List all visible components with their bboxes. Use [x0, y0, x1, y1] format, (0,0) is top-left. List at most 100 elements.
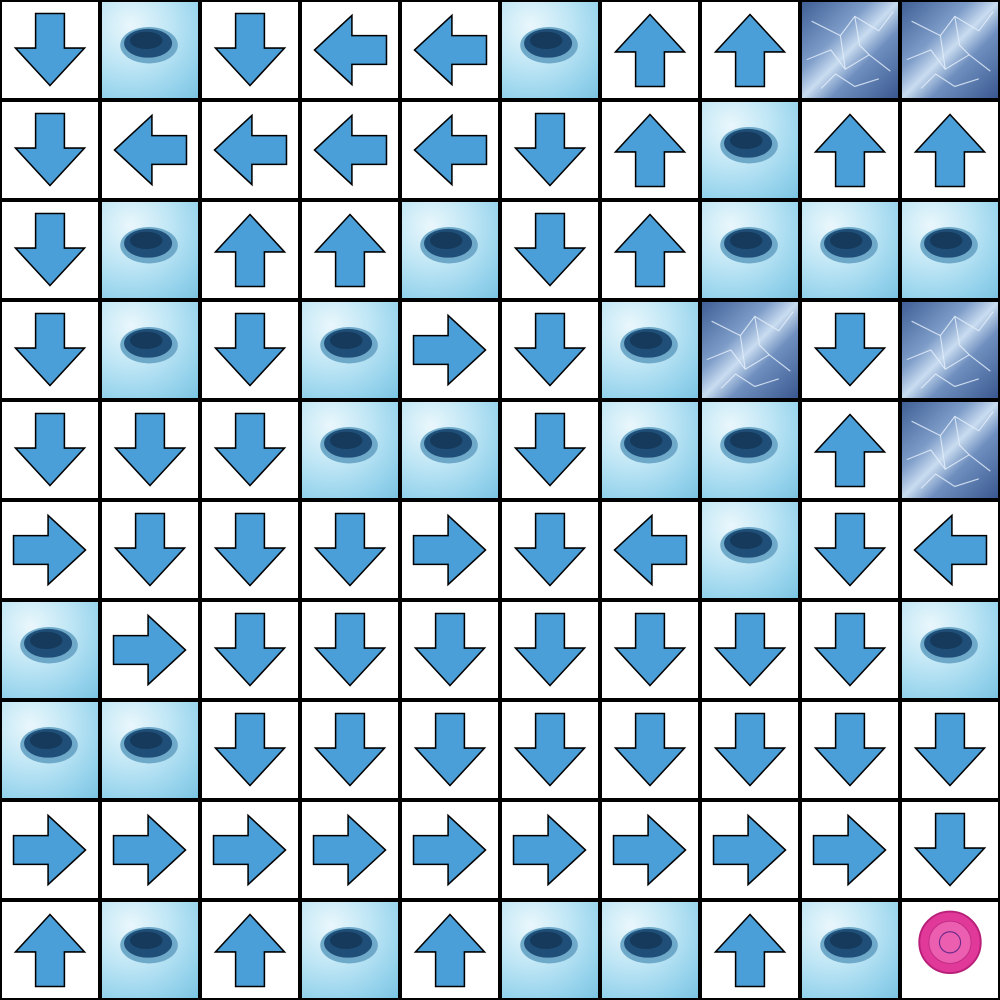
grid-cell [202, 602, 298, 698]
ice-hole-icon [120, 726, 178, 764]
grid-cell [2, 202, 98, 298]
cracked-ice-icon [906, 411, 994, 489]
grid-cell [602, 302, 698, 398]
grid-cell [102, 402, 198, 498]
grid-cell [202, 902, 298, 998]
arrow-right-icon [212, 813, 287, 887]
arrow-down-icon [613, 612, 687, 687]
grid-cell [2, 302, 98, 398]
ice-hole-icon [120, 326, 178, 364]
arrow-up-icon [213, 913, 287, 988]
grid-cell [402, 502, 498, 598]
grid-cell [902, 502, 998, 598]
grid-cell [2, 902, 98, 998]
grid-cell [802, 802, 898, 898]
ice-hole-icon [420, 226, 478, 264]
arrow-down-icon [13, 212, 87, 287]
ice-hole-icon [520, 26, 578, 64]
ice-hole-icon [120, 26, 178, 64]
arrow-down-icon [513, 312, 587, 387]
grid-cell [802, 702, 898, 798]
grid-cell [302, 102, 398, 198]
grid-cell [902, 302, 998, 398]
grid-cell [402, 602, 498, 698]
grid-cell [802, 302, 898, 398]
arrow-down-icon [613, 712, 687, 787]
arrow-right-icon [512, 813, 587, 887]
ice-hole-icon [620, 426, 678, 464]
grid-cell [902, 102, 998, 198]
arrow-down-icon [213, 512, 287, 587]
grid-cell [802, 502, 898, 598]
arrow-up-icon [413, 913, 487, 988]
arrow-up-icon [213, 213, 287, 288]
grid-cell [202, 102, 298, 198]
grid-cell [502, 302, 598, 398]
grid-cell [702, 2, 798, 98]
grid-cell [802, 602, 898, 698]
grid-cell [202, 702, 298, 798]
arrow-right-icon [412, 513, 487, 587]
goal-frisbee-icon [918, 910, 982, 974]
arrow-right-icon [312, 813, 387, 887]
ice-hole-icon [620, 326, 678, 364]
grid-cell [502, 102, 598, 198]
grid-cell [102, 302, 198, 398]
grid-cell [402, 102, 498, 198]
arrow-down-icon [213, 312, 287, 387]
arrow-down-icon [513, 212, 587, 287]
grid-cell [2, 802, 98, 898]
grid-cell [302, 702, 398, 798]
arrow-left-icon [313, 13, 388, 87]
grid-cell [302, 202, 398, 298]
arrow-down-icon [213, 12, 287, 87]
grid-cell [202, 402, 298, 498]
arrow-down-icon [413, 612, 487, 687]
grid-cell [902, 802, 998, 898]
grid-cell [702, 302, 798, 398]
grid-cell [202, 502, 298, 598]
arrow-up-icon [613, 113, 687, 188]
grid-cell [402, 2, 498, 98]
ice-hole-icon [720, 426, 778, 464]
grid-cell [502, 602, 598, 698]
grid-cell [602, 2, 698, 98]
cracked-ice-icon [906, 11, 994, 89]
grid-cell [702, 502, 798, 598]
grid-cell [402, 202, 498, 298]
grid-cell [702, 402, 798, 498]
grid-cell [302, 902, 398, 998]
grid-cell [602, 802, 698, 898]
ice-hole-icon [120, 226, 178, 264]
ice-hole-icon [320, 326, 378, 364]
arrow-right-icon [12, 813, 87, 887]
arrow-down-icon [213, 612, 287, 687]
arrow-right-icon [412, 313, 487, 387]
grid-cell [502, 802, 598, 898]
arrow-down-icon [13, 312, 87, 387]
grid-cell [302, 302, 398, 398]
arrow-down-icon [313, 512, 387, 587]
cracked-ice-icon [906, 311, 994, 389]
grid-cell [602, 902, 698, 998]
grid-cell [102, 802, 198, 898]
grid-cell [802, 902, 898, 998]
grid-cell [102, 202, 198, 298]
grid-cell [502, 2, 598, 98]
arrow-down-icon [713, 712, 787, 787]
ice-hole-icon [320, 926, 378, 964]
grid-cell [502, 402, 598, 498]
arrow-left-icon [413, 13, 488, 87]
ice-hole-icon [620, 926, 678, 964]
grid-cell [2, 602, 98, 698]
arrow-right-icon [112, 813, 187, 887]
arrow-down-icon [313, 612, 387, 687]
arrow-down-icon [713, 612, 787, 687]
grid-cell [702, 602, 798, 698]
arrow-right-icon [812, 813, 887, 887]
grid-cell [502, 202, 598, 298]
arrow-right-icon [12, 513, 87, 587]
cracked-ice-icon [806, 11, 894, 89]
arrow-down-icon [813, 612, 887, 687]
